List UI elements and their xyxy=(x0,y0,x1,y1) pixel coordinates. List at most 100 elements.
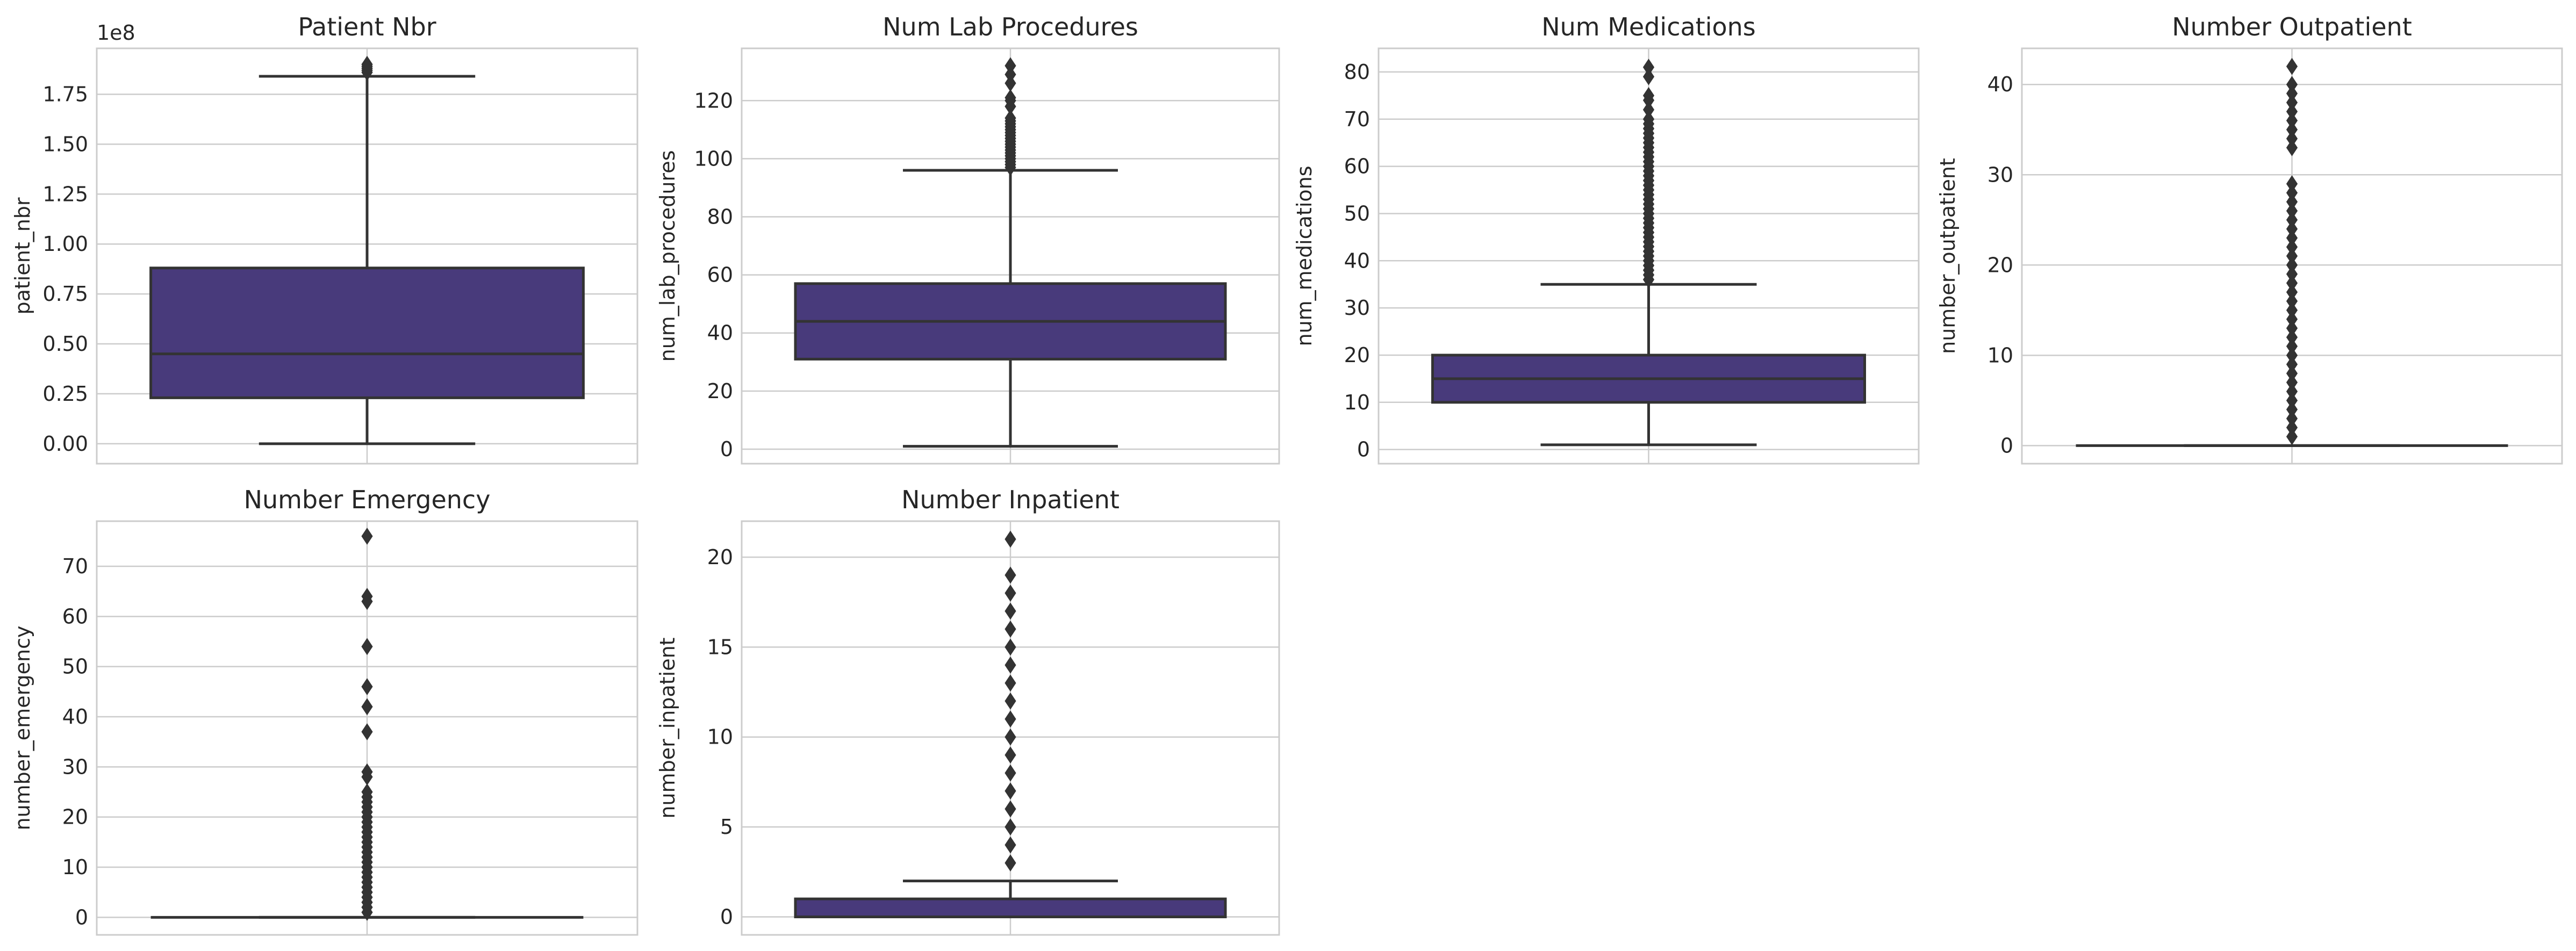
subplot-title: Number Emergency xyxy=(244,485,491,514)
y-tick-label: 0 xyxy=(75,905,88,929)
y-axis-label: number_outpatient xyxy=(1936,158,1960,354)
outlier-point xyxy=(361,528,373,545)
outlier-point xyxy=(1642,87,1655,104)
y-tick-label: 30 xyxy=(1987,163,2013,186)
y-tick-label: 60 xyxy=(62,604,88,628)
outlier-point xyxy=(2286,103,2298,120)
outlier-point xyxy=(2286,175,2298,192)
y-tick-label: 20 xyxy=(707,379,733,403)
y-tick-label: 60 xyxy=(1344,155,1370,178)
outlier-point xyxy=(2286,337,2298,355)
plot-frame xyxy=(96,47,638,465)
y-tick-label: 80 xyxy=(1344,60,1370,84)
outlier-point xyxy=(1004,782,1016,800)
outlier-point xyxy=(1004,585,1016,602)
outlier-point xyxy=(2286,247,2298,265)
outlier-point xyxy=(2286,229,2298,247)
outlier-point xyxy=(1004,66,1016,83)
outlier-point xyxy=(2286,419,2298,436)
y-tick-label: 15 xyxy=(707,635,733,659)
box xyxy=(149,266,585,399)
y-tick-label: 10 xyxy=(1987,343,2013,367)
outlier-point xyxy=(361,588,373,605)
y-tick-label: 20 xyxy=(1344,343,1370,367)
outlier-point xyxy=(361,55,373,73)
y-tick-label: 0.50 xyxy=(42,332,88,356)
outlier-point xyxy=(1004,764,1016,782)
y-tick-label: 1.00 xyxy=(42,232,88,256)
y-tick-label: 50 xyxy=(1344,201,1370,225)
outlier-point xyxy=(2286,428,2298,445)
outlier-point xyxy=(2286,383,2298,400)
y-tick-label: 120 xyxy=(694,89,733,112)
y-tick-label: 0.00 xyxy=(42,432,88,456)
y-tick-label: 40 xyxy=(1344,249,1370,272)
subplot-1: 0.00 0.25 0.50 0.75 1.00 1.25 1.50 1.75 Patient … xyxy=(11,12,638,465)
outlier-point xyxy=(361,783,373,801)
y-tick-label: 40 xyxy=(62,705,88,729)
y-tick-label: 80 xyxy=(707,205,733,229)
outlier-point xyxy=(1004,818,1016,836)
plot-frame xyxy=(741,520,1280,936)
y-tick-label: 10 xyxy=(707,725,733,749)
outlier-point xyxy=(2286,275,2298,292)
outlier-point xyxy=(1642,110,1655,128)
outlier-point xyxy=(1004,602,1016,620)
outlier-point xyxy=(2286,76,2298,93)
outlier-point xyxy=(1004,566,1016,584)
outlier-point xyxy=(1004,74,1016,92)
subplot-title: Num Medications xyxy=(1541,12,1756,41)
subplot-4: 0 10 20 30 40 Number Outpatient number_outpati… xyxy=(1936,12,2563,465)
y-tick-label: 40 xyxy=(707,321,733,345)
outlier-point xyxy=(2286,93,2298,111)
y-axis-label: num_lab_procedures xyxy=(656,150,679,362)
outlier-point xyxy=(1004,800,1016,818)
subplot-title: Num Lab Procedures xyxy=(882,12,1138,41)
outlier-point xyxy=(2286,256,2298,274)
outlier-point xyxy=(2286,193,2298,211)
outlier-point xyxy=(1004,836,1016,854)
outlier-point xyxy=(2286,238,2298,256)
y-tick-label: 0.25 xyxy=(42,382,88,406)
outlier-point xyxy=(1642,59,1655,76)
y-tick-label: 10 xyxy=(1344,391,1370,414)
outlier-point xyxy=(1004,656,1016,674)
outlier-point xyxy=(2286,328,2298,346)
axis-offset-label: 1e8 xyxy=(97,21,135,45)
outlier-point xyxy=(2286,139,2298,156)
y-axis-label: patient_nbr xyxy=(11,197,34,314)
subplot-title: Patient Nbr xyxy=(298,12,436,41)
y-tick-label: 0 xyxy=(1357,438,1370,462)
y-tick-label: 20 xyxy=(1987,253,2013,277)
y-tick-label: 0 xyxy=(2000,434,2013,457)
outlier-point xyxy=(2286,211,2298,229)
y-tick-label: 50 xyxy=(62,655,88,679)
outlier-point xyxy=(2286,112,2298,129)
outlier-point xyxy=(1004,854,1016,871)
outlier-point xyxy=(1004,620,1016,638)
outlier-point xyxy=(1004,710,1016,728)
outlier-point xyxy=(2286,392,2298,409)
outlier-point xyxy=(2286,85,2298,102)
y-axis-label: number_emergency xyxy=(11,625,34,830)
outlier-point xyxy=(1004,89,1016,106)
subplot-2: 0 20 40 60 80 100 120 Num Lab Procedures num_lab… xyxy=(656,12,1280,465)
y-tick-label: 20 xyxy=(62,805,88,829)
y-tick-label: 0 xyxy=(720,437,733,461)
outlier-point xyxy=(2286,410,2298,427)
subplot-title: Number Outpatient xyxy=(2172,12,2412,41)
y-tick-label: 70 xyxy=(62,554,88,578)
plot-frame xyxy=(741,47,1280,465)
outlier-point xyxy=(1004,746,1016,764)
y-tick-label: 1.75 xyxy=(42,82,88,106)
subplot-3: 0 10 20 30 40 50 60 70 80 Num Medications num_medi… xyxy=(1293,12,1920,465)
y-tick-label: 60 xyxy=(707,263,733,287)
y-tick-label: 1.25 xyxy=(42,182,88,206)
outlier-point xyxy=(1004,109,1016,127)
outlier-point xyxy=(2286,265,2298,283)
outlier-point xyxy=(2286,365,2298,382)
y-tick-label: 20 xyxy=(707,545,733,569)
outlier-point xyxy=(2286,283,2298,301)
outlier-point xyxy=(1642,68,1655,85)
